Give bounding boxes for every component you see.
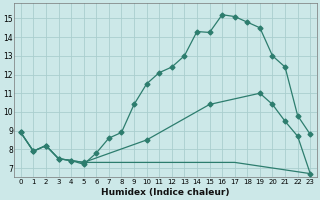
X-axis label: Humidex (Indice chaleur): Humidex (Indice chaleur) <box>101 188 230 197</box>
